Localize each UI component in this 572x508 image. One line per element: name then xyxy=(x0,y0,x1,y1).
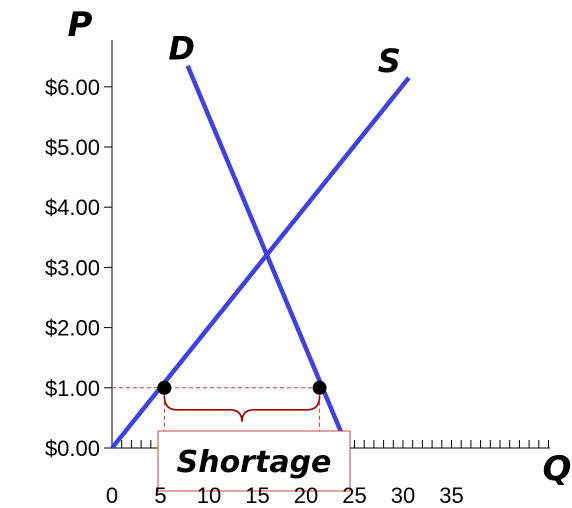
points xyxy=(157,380,327,395)
supply-curve xyxy=(110,76,411,450)
x-tick-label: 0 xyxy=(106,483,118,508)
demand-curve-label: D xyxy=(168,30,195,68)
x-tick-label: 25 xyxy=(342,483,366,508)
y-tick-label: $1.00 xyxy=(45,376,100,401)
y-tick-label: $2.00 xyxy=(45,316,100,341)
x-tick-label: 5 xyxy=(154,483,166,508)
shortage-label: Shortage xyxy=(177,445,332,480)
shortage-point xyxy=(312,380,327,395)
x-tick-label: 15 xyxy=(245,483,269,508)
tick-labels: $0.00 $1.00 $2.00 $3.00 $4.00 $5.00 $6.00 0 5 10 1… xyxy=(45,75,464,508)
x-tick-label: 30 xyxy=(391,483,415,508)
x-axis-label: Q xyxy=(543,449,572,489)
y-axis-label: P xyxy=(68,5,93,45)
x-tick-label: 35 xyxy=(439,483,463,508)
y-tick-label: $6.00 xyxy=(45,75,100,100)
x-tick-label: 10 xyxy=(197,483,221,508)
x-tick-label: 20 xyxy=(294,483,318,508)
shortage-annotation: Shortage xyxy=(157,430,351,492)
shortage-brace-path xyxy=(163,395,321,422)
y-tick-label: $0.00 xyxy=(45,436,100,461)
shortage-brace xyxy=(163,395,321,422)
supply-curve-label: S xyxy=(378,42,401,80)
y-tick-label: $3.00 xyxy=(45,255,100,280)
y-tick-label: $4.00 xyxy=(45,195,100,220)
shortage-point xyxy=(157,380,172,395)
shortage-label-box xyxy=(157,430,351,492)
y-tick-label: $5.00 xyxy=(45,135,100,160)
